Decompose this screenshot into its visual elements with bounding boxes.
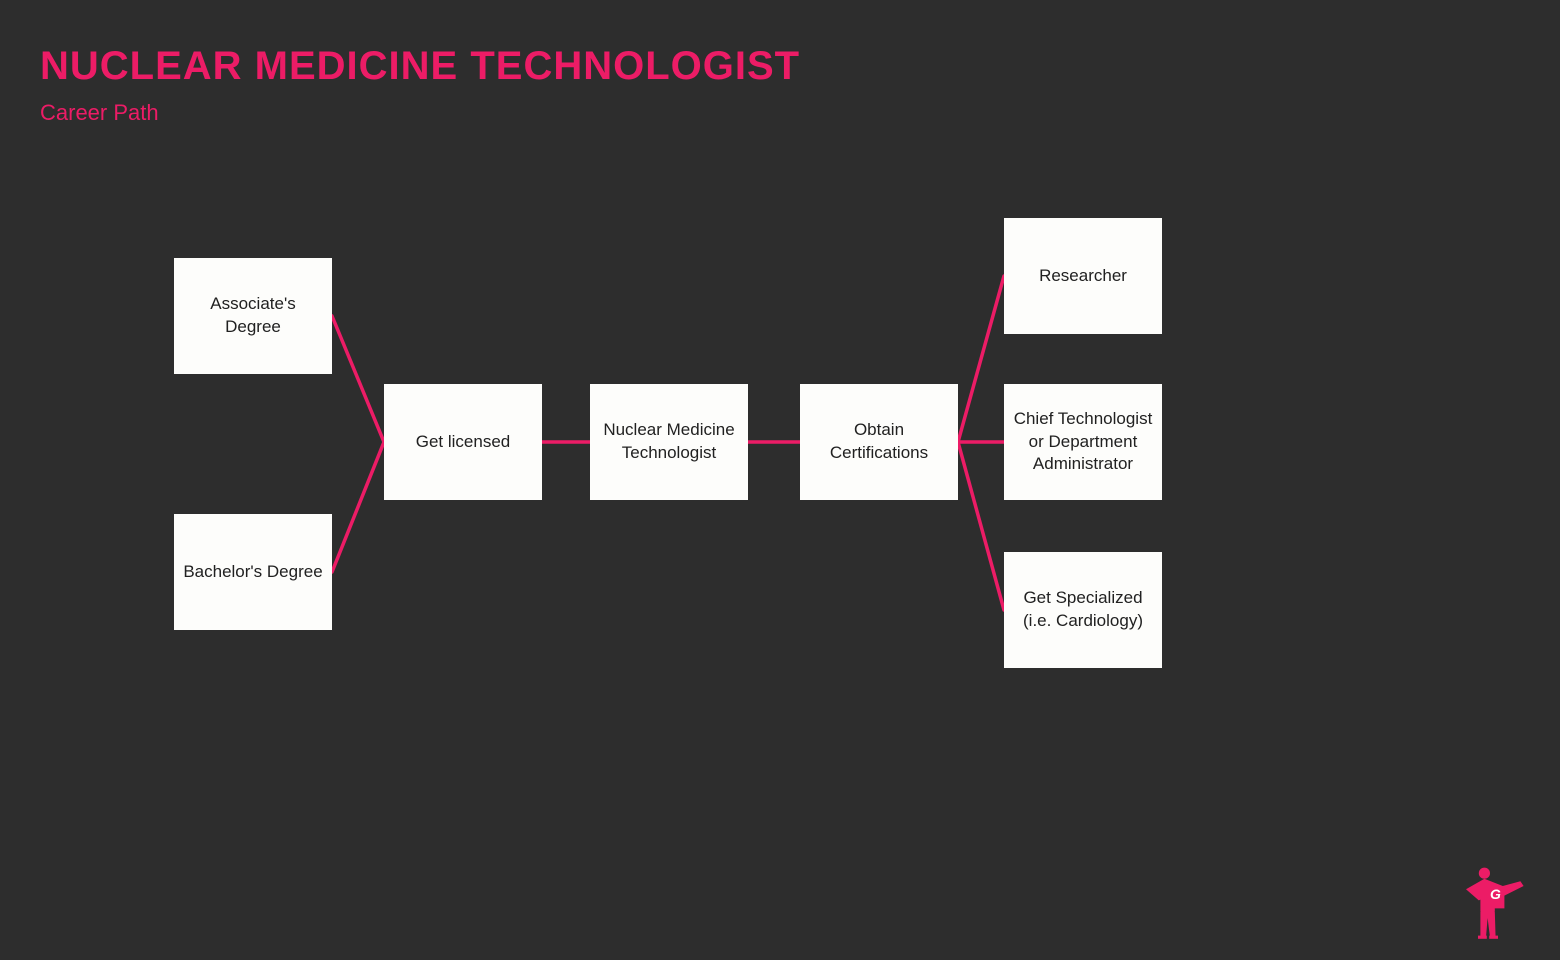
edge-assoc-lic bbox=[332, 316, 384, 442]
node-chief: Chief Technologist or Department Adminis… bbox=[1004, 384, 1162, 500]
edges-layer bbox=[0, 0, 1560, 960]
edge-cert-res bbox=[958, 276, 1004, 442]
page-subtitle: Career Path bbox=[40, 100, 159, 126]
edge-bach-lic bbox=[332, 442, 384, 572]
page-title: NUCLEAR MEDICINE TECHNOLOGIST bbox=[40, 44, 800, 89]
edge-cert-spec bbox=[958, 442, 1004, 610]
superhero-icon bbox=[1450, 862, 1530, 942]
node-spec: Get Specialized (i.e. Cardiology) bbox=[1004, 552, 1162, 668]
node-lic: Get licensed bbox=[384, 384, 542, 500]
diagram-canvas: NUCLEAR MEDICINE TECHNOLOGIST Career Pat… bbox=[0, 0, 1560, 960]
logo-letter: G bbox=[1490, 886, 1501, 902]
node-bach: Bachelor's Degree bbox=[174, 514, 332, 630]
node-res: Researcher bbox=[1004, 218, 1162, 334]
node-cert: Obtain Certifications bbox=[800, 384, 958, 500]
node-assoc: Associate's Degree bbox=[174, 258, 332, 374]
brand-logo: G bbox=[1450, 862, 1530, 942]
node-nmt: Nuclear Medicine Technologist bbox=[590, 384, 748, 500]
